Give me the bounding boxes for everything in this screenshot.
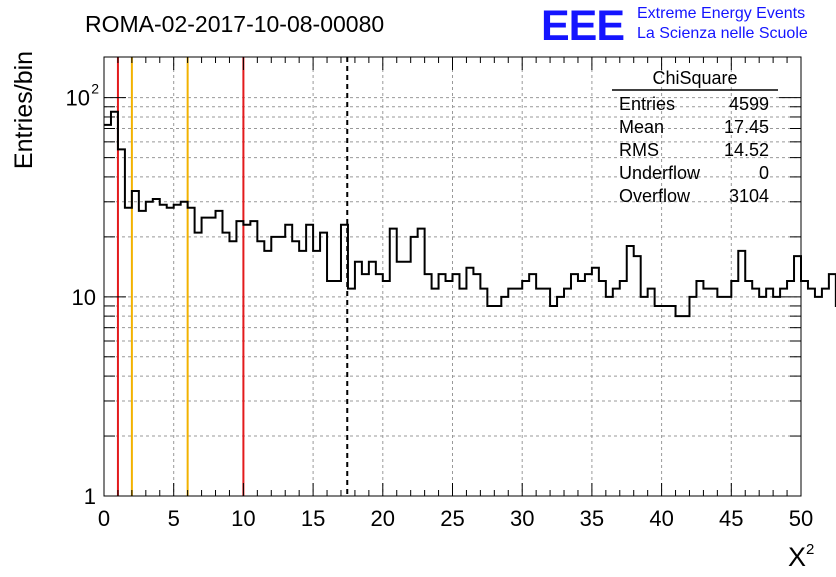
grid <box>104 57 801 496</box>
histogram <box>104 110 836 318</box>
x-tick-label: 35 <box>580 506 604 531</box>
stats-row-value: 14.52 <box>724 140 769 160</box>
stats-row-label: Overflow <box>619 186 691 206</box>
stats-title: ChiSquare <box>652 68 737 88</box>
y-axis-label: Entries/bin <box>10 51 38 169</box>
x-tick-label: 50 <box>789 506 813 531</box>
stats-row-value: 0 <box>759 163 769 183</box>
stats-row-value: 4599 <box>729 94 769 114</box>
x-tick-label: 15 <box>301 506 325 531</box>
x-axis-label-exp: 2 <box>806 541 814 558</box>
stats-box: ChiSquare Entries 4599 Mean 17.45 RMS 14.52 Und… <box>612 68 778 206</box>
stats-row-value: 3104 <box>729 186 769 206</box>
y-tick-label: 10 <box>72 285 96 310</box>
x-axis-label: X2 <box>788 541 814 572</box>
logo-mark: EEE <box>541 2 624 50</box>
stats-row-label: Entries <box>619 94 675 114</box>
logo: EEE Extreme Energy Events La Scienza nel… <box>541 2 808 50</box>
stats-row-label: RMS <box>619 140 659 160</box>
y-tick-label: 1 <box>84 484 96 509</box>
x-tick-label: 20 <box>371 506 395 531</box>
x-tick-label: 40 <box>649 506 673 531</box>
chart-title: ROMA-02-2017-10-08-00080 <box>85 11 384 37</box>
x-tick-label: 30 <box>510 506 534 531</box>
y-tick-label-exp: 2 <box>91 81 99 97</box>
x-tick-label: 5 <box>168 506 180 531</box>
stats-row-label: Mean <box>619 117 664 137</box>
x-tick-label: 25 <box>440 506 464 531</box>
logo-line1: Extreme Energy Events <box>637 5 805 22</box>
x-axis-label-base: X <box>788 542 806 572</box>
x-tick-label: 0 <box>98 506 110 531</box>
x-tick-label: 10 <box>231 506 255 531</box>
histogram-line <box>104 110 836 318</box>
x-tick-label: 45 <box>719 506 743 531</box>
y-tick-label: 10 <box>66 86 90 111</box>
stats-row-label: Underflow <box>619 163 701 183</box>
stats-row-value: 17.45 <box>724 117 769 137</box>
logo-line2: La Scienza nelle Scuole <box>637 25 808 42</box>
